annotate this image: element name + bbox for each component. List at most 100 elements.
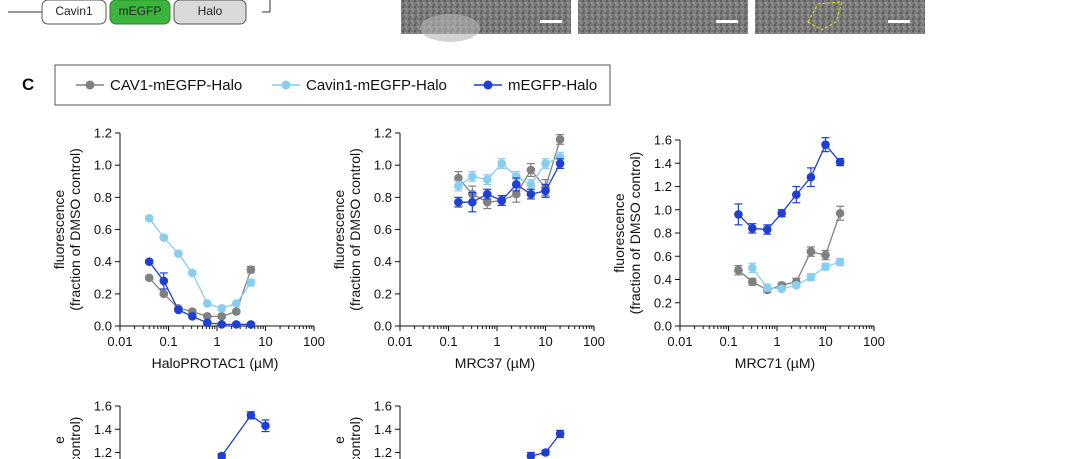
y-tick-label: 1.2 xyxy=(374,445,392,459)
data-point xyxy=(261,421,270,431)
series-cavin1-megfp-halo xyxy=(144,213,256,313)
data-point xyxy=(202,299,212,308)
chart-1: 0.0 0.2 0.4 0.6 0.8 1.0 1.2 0.01 0.1 1 10 100 HaloPR… xyxy=(51,126,325,372)
data-point xyxy=(835,257,845,267)
data-point xyxy=(246,265,256,275)
data-point xyxy=(512,180,521,189)
x-tick-label: 10 xyxy=(818,334,832,349)
chart-2: 0.0 0.2 0.4 0.6 0.8 1.0 1.2 0.01 0.1 1 10 100 MRC37 … xyxy=(331,126,605,372)
legend-marker xyxy=(281,80,291,90)
construct-part-megfp xyxy=(109,0,171,25)
x-axis-label: MRC71 (µM) xyxy=(735,355,815,371)
x-tick-label: 10 xyxy=(258,334,272,349)
y-tick-label: 1.6 xyxy=(94,399,112,414)
data-point xyxy=(144,213,154,223)
series-megfp-halo xyxy=(217,411,270,459)
x-tick-label: 0.01 xyxy=(387,334,412,349)
y-tick-label: 1.2 xyxy=(94,126,112,141)
micrograph-3-outline xyxy=(807,1,843,31)
data-point xyxy=(454,181,463,191)
y-tick-label: 1.2 xyxy=(94,445,112,459)
legend-marker xyxy=(483,80,493,90)
data-point xyxy=(217,320,227,329)
data-point xyxy=(174,249,183,258)
data-point xyxy=(217,451,226,459)
y-axis-label: e xyxy=(331,436,347,444)
data-point xyxy=(806,172,816,182)
data-point xyxy=(806,272,816,282)
legend-item-megfp: mEGFP-Halo xyxy=(474,77,597,94)
data-point xyxy=(232,307,241,316)
data-point xyxy=(792,281,801,290)
y-tick-label: 1.0 xyxy=(374,158,392,173)
data-point xyxy=(734,210,743,219)
y-axis-label: (fraction of DMSO control) xyxy=(67,148,83,311)
y-tick-label: 1.2 xyxy=(374,126,392,141)
data-point xyxy=(246,278,256,287)
data-point xyxy=(512,189,521,199)
data-point xyxy=(468,197,477,207)
data-point xyxy=(821,250,830,260)
series-cav1-megfp-halo xyxy=(734,205,845,295)
data-point xyxy=(792,190,801,199)
data-point xyxy=(159,276,169,286)
x-tick-label: 1 xyxy=(493,334,500,349)
y-tick-label: 0.0 xyxy=(654,319,672,334)
y-tick-label: 1.4 xyxy=(654,156,672,171)
data-point xyxy=(555,429,565,439)
legend-label: CAV1-mEGFP-Halo xyxy=(110,77,242,94)
y-axis-label: control) xyxy=(347,417,363,459)
y-tick-label: 0.2 xyxy=(94,286,112,301)
data-point xyxy=(144,257,154,266)
legend-marker xyxy=(85,80,95,90)
data-point xyxy=(821,262,830,272)
y-tick-label: 0.6 xyxy=(94,222,112,237)
data-point xyxy=(748,224,757,233)
y-tick-label: 1.0 xyxy=(94,158,112,173)
y-tick-label: 1.6 xyxy=(654,133,672,148)
y-axis-label: (fraction of DMSO control) xyxy=(347,148,363,311)
data-point xyxy=(468,172,477,181)
series-line xyxy=(221,414,266,457)
data-point xyxy=(482,175,492,184)
y-tick-label: 0.8 xyxy=(374,190,392,205)
data-point xyxy=(454,173,463,183)
x-tick-label: 0.1 xyxy=(719,334,737,349)
legend-box xyxy=(54,64,611,106)
data-point xyxy=(144,273,154,283)
chart-3: 0.0 0.2 0.4 0.6 0.8 1.0 1.2 1.4 1.6 0.01 0.1 1 10 100… xyxy=(611,133,885,372)
construct-part-cavin1 xyxy=(41,0,107,25)
y-tick-label: 0.0 xyxy=(94,319,112,334)
data-point xyxy=(541,159,550,168)
chart-5: 1.2 1.4 1.6 e control) xyxy=(331,399,565,459)
data-point xyxy=(762,283,772,292)
y-tick-label: 1.6 xyxy=(374,399,392,414)
x-tick-label: 100 xyxy=(303,334,325,349)
data-point xyxy=(454,197,463,207)
y-tick-label: 1.4 xyxy=(94,422,112,437)
series-megfp-halo xyxy=(734,137,845,235)
data-point xyxy=(497,196,507,205)
data-point xyxy=(555,159,565,168)
construct-part-megfp-label: mEGFP xyxy=(119,4,162,18)
data-point xyxy=(835,208,845,218)
y-tick-label: 0.4 xyxy=(94,254,112,269)
x-tick-label: 100 xyxy=(583,334,605,349)
panel-label: C xyxy=(22,75,34,94)
data-point xyxy=(541,448,550,457)
y-tick-label: 0.6 xyxy=(374,222,392,237)
y-tick-label: 0.6 xyxy=(654,249,672,264)
data-point xyxy=(526,180,536,189)
x-tick-label: 0.01 xyxy=(107,334,132,349)
data-point xyxy=(835,157,845,167)
legend-label: Cavin1-mEGFP-Halo xyxy=(306,77,447,94)
y-axis-label: fluorescence xyxy=(331,190,347,270)
y-tick-label: 1.4 xyxy=(374,422,392,437)
x-tick-label: 0.1 xyxy=(159,334,177,349)
data-point xyxy=(806,247,816,256)
data-point xyxy=(482,197,492,207)
y-tick-label: 1.0 xyxy=(654,202,672,217)
data-point xyxy=(526,189,536,199)
y-axis-label: fluorescence xyxy=(51,190,67,270)
x-tick-label: 0.1 xyxy=(439,334,457,349)
